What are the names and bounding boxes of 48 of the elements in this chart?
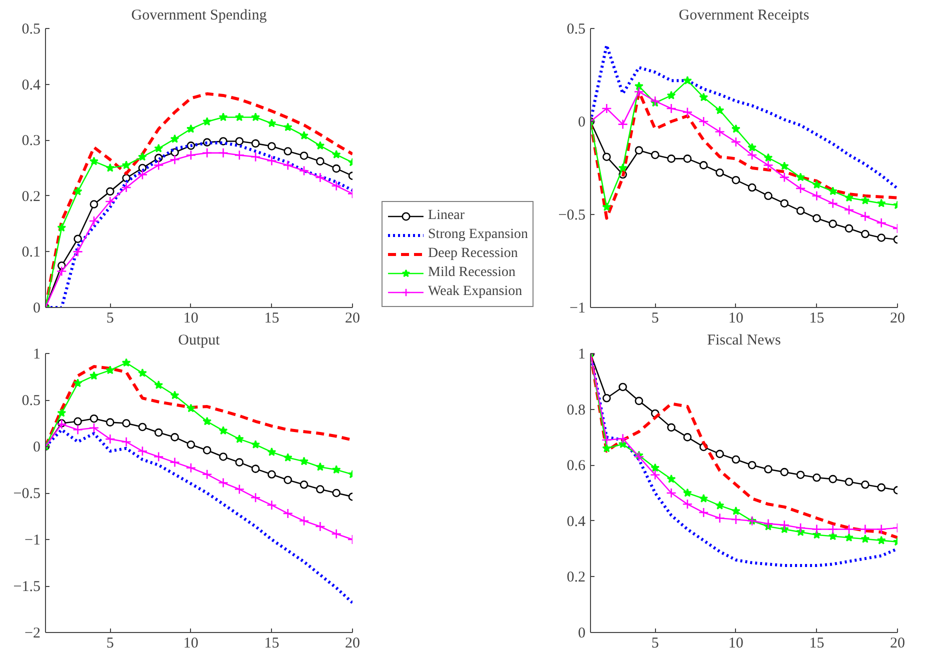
y-tick-label: 0	[33, 440, 40, 456]
x-tick-label: 5	[106, 636, 114, 652]
y-tick-label: 1	[33, 346, 40, 362]
y-tick-label: −1	[24, 532, 41, 548]
x-tick-label: 15	[264, 310, 280, 326]
y-tick-label: −0.5	[13, 486, 41, 502]
x-tick-label: 10	[183, 636, 198, 652]
x-tick-label: 5	[651, 636, 659, 652]
legend-label: Weak Expansion	[428, 283, 522, 301]
y-tick-label: 0.4	[566, 514, 586, 530]
y-tick-label: 0.1	[22, 244, 40, 261]
x-tick-label: 5	[651, 310, 659, 326]
x-tick-label: 20	[345, 310, 360, 326]
x-tick-label: 10	[183, 310, 198, 326]
chart-title: Government Receipts	[678, 8, 810, 24]
legend-label: Strong Expansion	[428, 226, 528, 244]
y-tick-label: 0.2	[566, 570, 586, 586]
x-tick-label: 5	[106, 310, 114, 326]
y-tick-label: 0	[578, 114, 586, 130]
y-tick-label: 0	[33, 300, 40, 316]
y-tick-label: −1.5	[13, 579, 41, 595]
x-tick-label: 15	[264, 636, 280, 652]
chart-title: Output	[178, 332, 221, 348]
y-tick-label: 0.2	[22, 188, 40, 205]
y-tick-label: −1	[570, 300, 586, 316]
y-tick-label: 0.6	[566, 458, 586, 474]
legend-label: Deep Recession	[428, 245, 518, 263]
y-tick-label: 0.4	[22, 77, 41, 94]
chart-title: Government Spending	[131, 8, 268, 24]
y-tick-label: 0.8	[566, 402, 586, 418]
y-tick-label: 1	[578, 346, 586, 362]
legend-label: Mild Recession	[428, 264, 516, 282]
y-tick-label: −2	[24, 626, 41, 642]
x-tick-label: 15	[809, 636, 824, 652]
x-tick-label: 20	[345, 636, 360, 652]
x-tick-label: 10	[728, 636, 744, 652]
y-tick-label: −0.5	[558, 208, 586, 224]
x-tick-label: 20	[890, 310, 905, 326]
legend-label: Linear	[428, 207, 465, 225]
y-tick-label: 0.5	[566, 22, 586, 38]
y-tick-label: 0.5	[22, 393, 40, 409]
y-tick-label: 0.5	[22, 22, 40, 38]
y-tick-label: 0.3	[22, 133, 40, 150]
x-tick-label: 15	[809, 310, 824, 326]
y-tick-label: 0	[578, 626, 586, 642]
chart-title: Fiscal News	[707, 332, 782, 348]
x-tick-label: 10	[728, 310, 744, 326]
x-tick-label: 20	[890, 636, 905, 652]
